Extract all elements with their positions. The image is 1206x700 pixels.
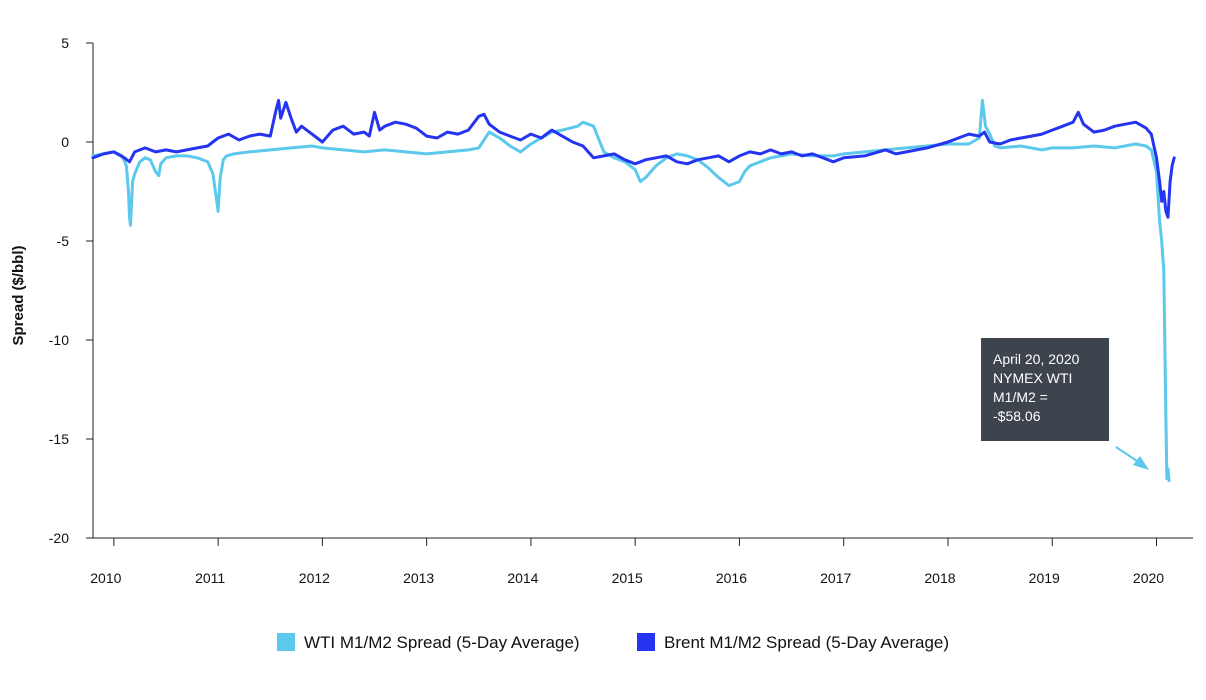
y-tick-label: 5 [61,35,69,51]
y-tick-label: -15 [49,431,69,447]
legend-swatch-wti [277,633,295,651]
x-tick-label: 2011 [195,570,225,586]
x-tick-label: 2020 [1133,570,1164,586]
x-tick-label: 2017 [820,570,851,586]
annotation-box [981,338,1109,441]
x-tick-label: 2015 [612,570,643,586]
brent-series-line [91,98,1176,219]
y-tick-label: -20 [49,530,69,546]
x-tick-label: 2019 [1029,570,1060,586]
x-tick-label: 2016 [716,570,747,586]
annotation-text-line: -$58.06 [993,408,1041,424]
series-lines [91,98,1176,483]
axes: 5 0 -5 -10 -15 -20 2010 2011 2012 2013 2014 2015 201… [10,35,1193,586]
y-tick-label: -5 [57,233,70,249]
annotation-arrow-head [1133,456,1149,470]
y-tick-label: 0 [61,134,69,150]
x-tick-label: 2012 [299,570,330,586]
x-tick-label: 2018 [924,570,955,586]
annotation-text-line: M1/M2 = [993,389,1048,405]
x-tick-label: 2014 [507,570,538,586]
annotation-text-line: April 20, 2020 [993,351,1080,367]
wti-series-line [91,98,1171,483]
legend-label-wti: WTI M1/M2 Spread (5-Day Average) [304,633,580,652]
y-axis-title: Spread ($/bbl) [10,245,27,345]
legend-label-brent: Brent M1/M2 Spread (5-Day Average) [664,633,949,652]
y-tick-label: -10 [49,332,69,348]
legend-swatch-brent [637,633,655,651]
annotation-text-line: NYMEX WTI [993,370,1072,386]
annotation-callout: April 20, 2020 NYMEX WTI M1/M2 = -$58.06 [981,338,1149,470]
annotation-arrow-line [1115,446,1141,464]
x-tick-label: 2013 [403,570,434,586]
x-tick-label: 2010 [90,570,121,586]
legend: WTI M1/M2 Spread (5-Day Average) Brent M1… [277,633,949,652]
